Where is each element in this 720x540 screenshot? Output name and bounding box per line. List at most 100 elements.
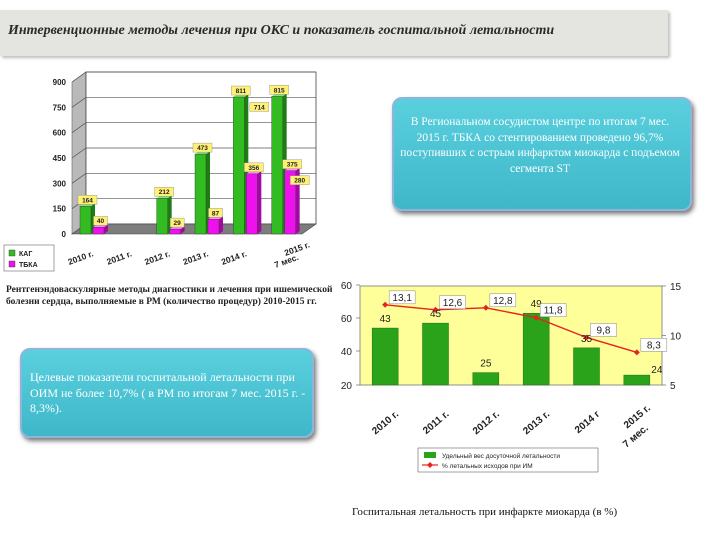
y-tick-label: 150 [53,205,67,214]
data-label-box [244,162,264,173]
data-label-box [93,216,108,226]
data-label: 25 [480,359,492,370]
legend-label: Удельный вес досуточной летальности [442,452,560,460]
data-label: 29 [174,220,182,227]
data-label: 375 [287,162,298,169]
legend-swatch [8,249,16,257]
bar-tbka [284,170,296,235]
data-label-box [289,175,310,185]
data-label-box [249,102,270,112]
x-tick-label: 2010 г. [370,409,401,437]
line-marker [533,314,540,321]
data-label: 9,8 [597,325,611,336]
x-tick-label: 2014 г [573,409,602,436]
bar-kag [79,206,92,235]
data-label: 87 [212,210,220,217]
mortality-chart: 20 40 60 60 5 10 15 2010 г. 2011 г. 2012 г. 2013… [341,281,682,473]
data-label-box [282,159,302,169]
line-marker [382,301,389,308]
y-tick-label: 40 [341,347,353,358]
legend-label: ТБКА [19,262,38,269]
x-tick-label: 2013 г. [182,248,210,266]
line-marker [583,334,590,341]
bar [371,327,399,386]
legend-label: % летальных исходов при ИМ [442,463,533,470]
data-label-box [192,142,213,153]
data-label: 8,3 [647,340,661,351]
rsc-callout: В Региональном сосудистом центре по итог… [392,97,692,211]
legend-marker [427,462,433,468]
data-label: 12,6 [443,298,463,309]
line-marker [432,306,439,313]
bar-kag [233,96,245,235]
line-series [385,304,638,354]
data-label: 13,1 [392,293,412,304]
x-tick-label: 2010 г. [67,248,95,266]
data-label: 12,8 [493,296,513,307]
bar-side [219,216,223,234]
gridline [71,71,316,83]
data-label: 714 [254,104,265,111]
legend-swatch [8,260,16,268]
legend-swatch [424,452,436,458]
data-label: 212 [159,189,170,196]
procedures-note: Рентгенэндоваскулярные методы диагностик… [6,285,333,307]
y-axis: 0 150 300 450 600 750 900 [53,78,67,239]
bar-tbka [207,219,220,235]
bar [623,374,651,386]
data-label-box [539,303,567,317]
data-label-box [231,85,251,96]
rsc-callout-text: В Региональном сосудистом центре по итог… [400,116,680,175]
x-tick-label: 2011 г. [421,409,452,437]
y-tick-label: 750 [53,103,67,112]
data-label: 356 [248,165,259,172]
x-axis: 2010 г. 2011 г. 2012 г. 2013 г. 2014 г 2015 г… [370,403,653,451]
x-tick-label: 2012 г. [471,409,502,437]
legend-label: КАГ [19,251,32,258]
data-label-box [269,85,289,95]
x-tick-label: 7 мес. [273,252,300,270]
bar-tbka [92,227,105,235]
data-labels: 164 40 212 29 473 87 811 356 815 375 714 280 [77,85,310,228]
y-axis-left: 20 40 60 60 [341,281,360,392]
bar-side [180,226,185,234]
data-label-box [489,293,517,308]
data-label: 815 [274,87,285,94]
mortality-line [382,301,640,356]
data-label: 35 [581,334,593,345]
bar [522,312,550,386]
line-marker [482,304,489,311]
y-tick-label: 15 [670,282,682,293]
procedures-chart: 0 150 300 450 600 750 900 2010 г. 2011 г. 2012 г… [3,71,317,272]
y-tick-label: 600 [53,129,67,138]
data-label-box [208,208,223,218]
bar-kag [156,197,168,235]
data-label-box [640,338,668,352]
data-label-box [154,186,174,197]
data-label: 40 [97,218,105,225]
data-label-box [77,195,98,205]
data-label: 280 [294,178,305,185]
data-label-box [590,323,617,337]
y-tick-label: 300 [53,179,67,188]
bar-side [91,203,95,234]
bar-tbka [169,228,181,235]
page-title: Интервенционные методы лечения при ОКС и… [8,23,555,38]
legend: КАГ ТБКА [3,244,55,272]
y-tick-label: 10 [670,332,682,343]
title-bar: Интервенционные методы лечения при ОКС и… [0,10,668,56]
bar-kag [271,96,283,235]
data-label-box [388,290,416,305]
data-label-box [169,217,185,228]
bar-tbka [246,173,258,235]
x-tick-label: 2012 г. [143,248,171,266]
y-tick-label: 60 [341,314,353,325]
target-callout-text: Целевые показатели госпитальной летально… [30,370,306,415]
bar-side [104,224,108,234]
data-labels: 43 45 25 49 35 24 13,1 12,6 12,8 11,8 9,8 8,3 [380,290,668,376]
bars [371,312,651,386]
x-tick-label: 2011 г. [105,248,133,266]
data-label-box [439,295,466,310]
data-label: 24 [651,365,663,376]
legend-box [417,447,599,473]
